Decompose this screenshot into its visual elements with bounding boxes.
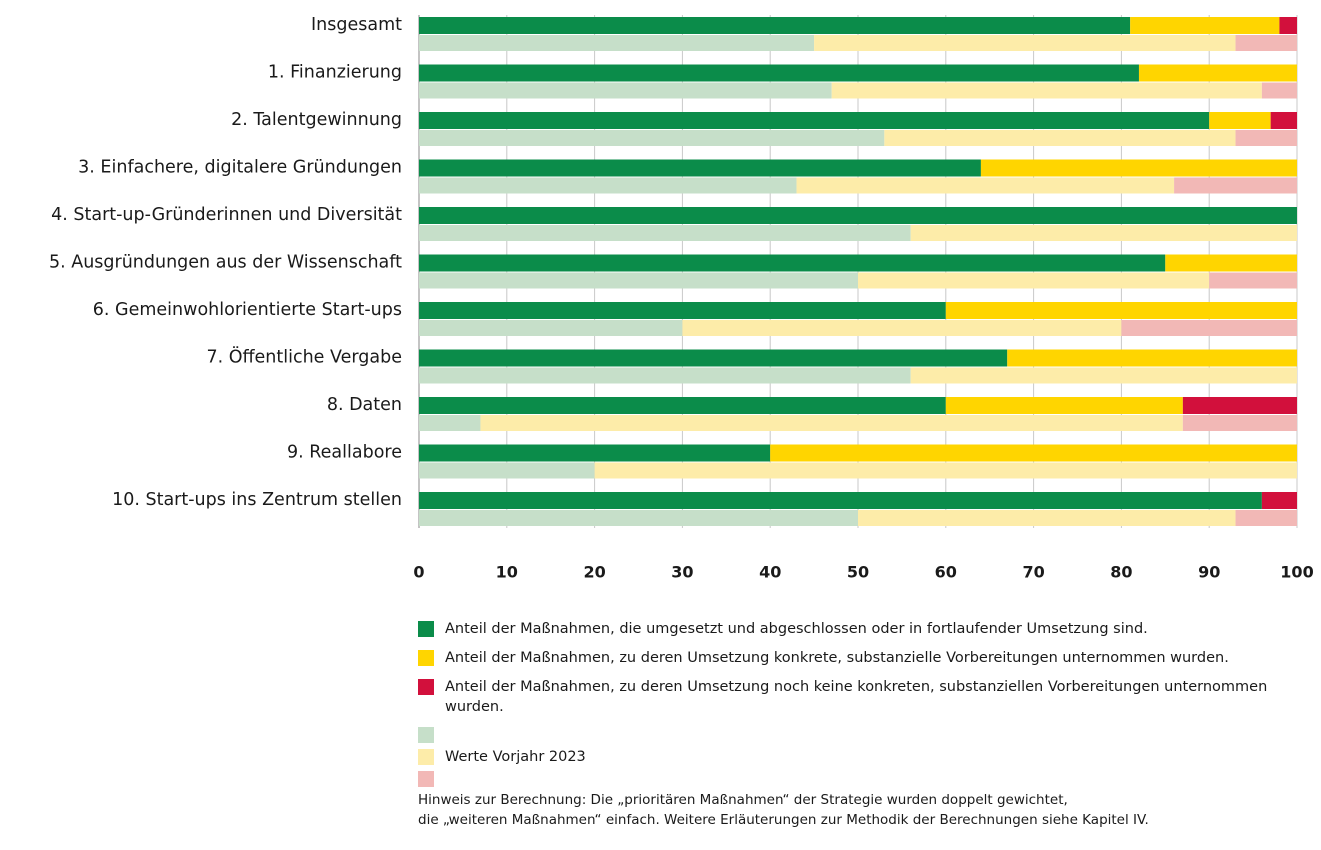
- category-label: Insgesamt: [311, 15, 402, 35]
- bar-segment: [419, 302, 946, 319]
- bar-segment: [1279, 17, 1297, 34]
- bar-segment: [419, 64, 1139, 82]
- bar-segment: [419, 367, 911, 384]
- bar-segment: [1182, 415, 1297, 431]
- bar-segment: [419, 462, 595, 479]
- bar-segment: [419, 82, 832, 99]
- bar-segment: [419, 207, 1297, 224]
- category-label: 9. Reallabore: [287, 443, 402, 463]
- category-label: 3. Einfachere, digitalere Gründungen: [78, 158, 402, 178]
- bar-segment: [419, 35, 815, 51]
- legend-label: Anteil der Maßnahmen, zu deren Umsetzung…: [445, 650, 1229, 666]
- x-tick-label: 70: [1022, 563, 1044, 582]
- legend-swatches: [418, 727, 434, 793]
- bar-segment: [1182, 397, 1297, 414]
- bar-segment: [1130, 17, 1280, 34]
- legend: Anteil der Maßnahmen, die umgesetzt und …: [418, 619, 1298, 793]
- bar-segment: [1209, 112, 1271, 129]
- bar-segment: [945, 397, 1183, 414]
- bar-segment: [419, 349, 1008, 367]
- bar-segment: [945, 302, 1297, 319]
- bar-segment: [419, 159, 981, 177]
- bar-segment: [1138, 64, 1297, 82]
- legend-label: Anteil der Maßnahmen, zu deren Umsetzung…: [445, 679, 1268, 715]
- category-label: 1. Finanzierung: [268, 63, 402, 83]
- bar-segment: [419, 272, 858, 289]
- bar-segment: [831, 82, 1262, 99]
- note-line: Hinweis zur Berechnung: Die „prioritären…: [418, 792, 1068, 808]
- bar-segment: [419, 492, 1262, 509]
- bar-segment: [1261, 82, 1297, 99]
- bar-segment: [419, 130, 885, 146]
- category-label: 4. Start-up-Gründerinnen und Diversität: [51, 205, 402, 225]
- bar-segment: [594, 462, 1297, 479]
- bar-segment: [1270, 112, 1297, 129]
- legend-label: Werte Vorjahr 2023: [445, 749, 586, 765]
- category-label: 2. Talentgewinnung: [231, 110, 402, 130]
- bar-segment: [1235, 510, 1297, 526]
- x-tick-label: 50: [847, 563, 869, 582]
- bar-segment: [980, 159, 1297, 177]
- x-tick-label: 40: [759, 563, 781, 582]
- legend-previous: Werte Vorjahr 2023: [418, 727, 1298, 793]
- bar-segment: [796, 177, 1175, 194]
- legend-label: Anteil der Maßnahmen, die umgesetzt und …: [445, 621, 1148, 637]
- bar-segment: [419, 254, 1166, 272]
- bar-segment: [419, 225, 911, 241]
- x-tick-label: 80: [1110, 563, 1132, 582]
- bar-segment: [884, 130, 1236, 146]
- legend-item: Anteil der Maßnahmen, zu deren Umsetzung…: [418, 677, 1298, 717]
- legend-swatch: [418, 749, 434, 765]
- bar-segment: [1174, 177, 1297, 194]
- category-label: 5. Ausgründungen aus der Wissenschaft: [49, 253, 402, 273]
- bar-segment: [1007, 349, 1297, 367]
- legend-item: Anteil der Maßnahmen, zu deren Umsetzung…: [418, 648, 1298, 668]
- bar-segment: [770, 444, 1297, 462]
- legend-swatch: [418, 621, 434, 637]
- bar-segment: [814, 35, 1236, 51]
- chart: 0 10 20 30 40 50 60 70 80 90 100 Insgesamt 1. Finanz…: [49, 15, 1314, 582]
- bar-segment: [1165, 254, 1297, 272]
- category-label: 10. Start-ups ins Zentrum stellen: [112, 490, 402, 510]
- x-tick-label: 10: [496, 563, 518, 582]
- bar-segment: [858, 272, 1210, 289]
- category-label: 7. Öffentliche Vergabe: [206, 346, 402, 368]
- bar-segment: [419, 415, 481, 431]
- x-tick-label: 100: [1280, 563, 1313, 582]
- note-line: die „weiteren Maßnahmen“ einfach. Weiter…: [418, 812, 1149, 828]
- x-tick-label: 90: [1198, 563, 1220, 582]
- bar-segment: [419, 177, 797, 194]
- bar-segment: [910, 225, 1297, 241]
- bar-segment: [480, 415, 1183, 431]
- bar-segment: [419, 17, 1131, 34]
- x-tick-label: 20: [583, 563, 605, 582]
- bar-segment: [1209, 272, 1297, 289]
- bar-segment: [1235, 35, 1297, 51]
- bar-segment: [1121, 320, 1297, 336]
- bar-segment: [1261, 492, 1297, 509]
- category-label: 8. Daten: [327, 395, 402, 415]
- legend-swatch: [418, 650, 434, 666]
- note: Hinweis zur Berechnung: Die „prioritären…: [418, 790, 1149, 830]
- category-label: 6. Gemeinwohlorientierte Start-ups: [93, 300, 402, 320]
- legend-swatch: [418, 727, 434, 743]
- bar-segment: [419, 444, 771, 462]
- bar-segment: [910, 367, 1297, 384]
- x-tick-label: 60: [935, 563, 957, 582]
- bar-segment: [419, 397, 946, 414]
- bar-segment: [682, 320, 1122, 336]
- legend-swatch: [418, 771, 434, 787]
- bar-segment: [419, 510, 858, 526]
- x-tick-label: 30: [671, 563, 693, 582]
- legend-swatch: [418, 679, 434, 695]
- legend-item: Anteil der Maßnahmen, die umgesetzt und …: [418, 619, 1298, 639]
- bar-segment: [419, 112, 1210, 129]
- bar-segment: [419, 320, 683, 336]
- bar-segment: [1235, 130, 1297, 146]
- bar-segment: [858, 510, 1236, 526]
- x-tick-label: 0: [413, 563, 424, 582]
